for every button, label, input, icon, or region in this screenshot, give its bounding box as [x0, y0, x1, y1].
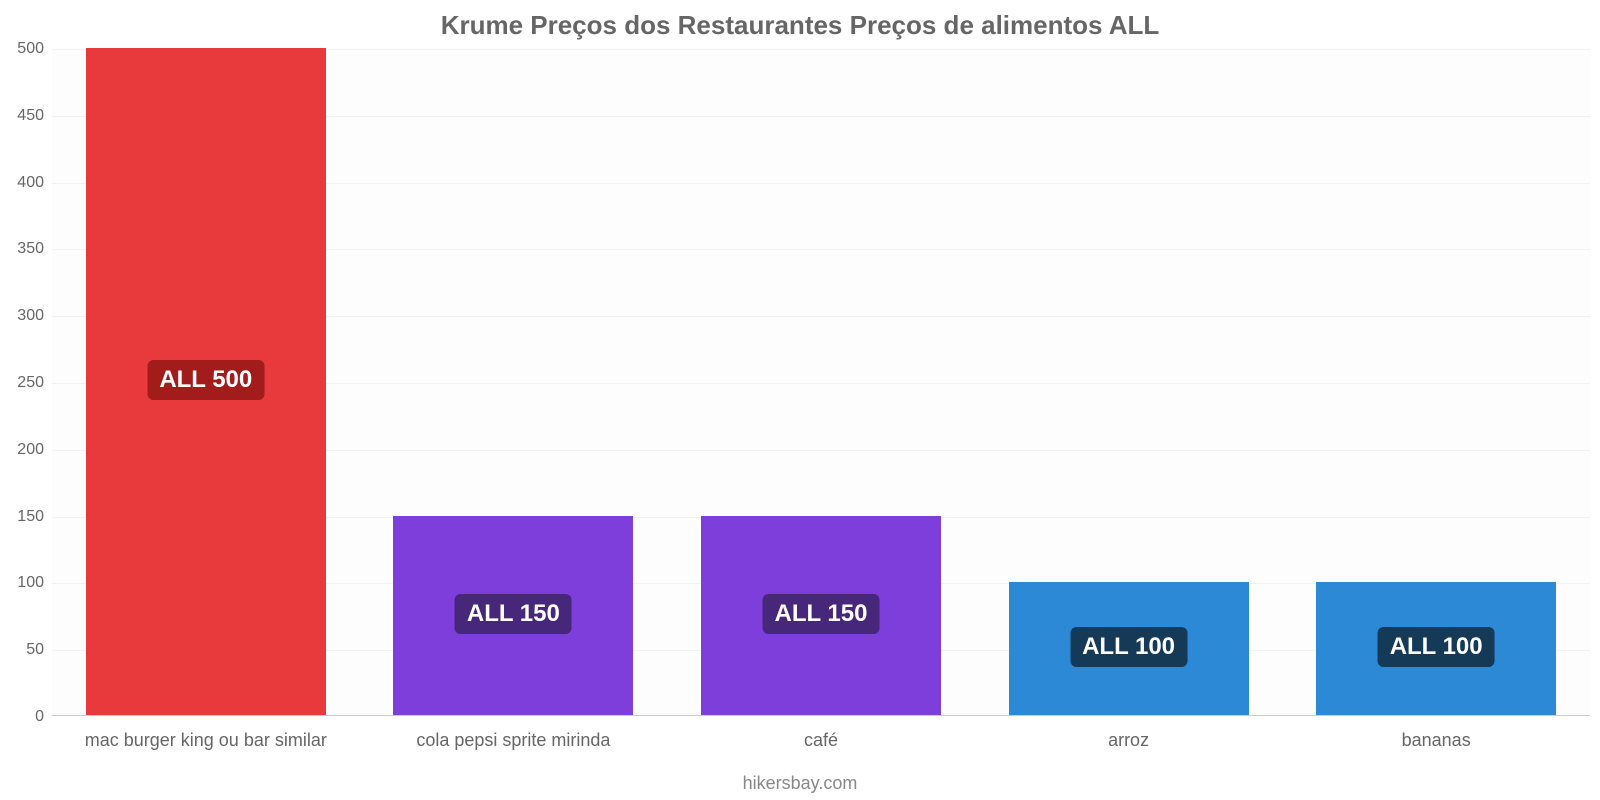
bar-slot: ALL 500: [52, 49, 360, 716]
bar-slot: ALL 150: [667, 49, 975, 716]
bars-row: ALL 500 ALL 150 ALL 150 ALL 100 ALL 100: [52, 49, 1590, 716]
x-axis-label: bananas: [1282, 716, 1590, 751]
chart-title: Krume Preços dos Restaurantes Preços de …: [0, 0, 1600, 41]
x-axis: mac burger king ou bar similarcola pepsi…: [52, 716, 1590, 751]
bar: ALL 500: [86, 48, 326, 716]
bar-slot: ALL 100: [975, 49, 1283, 716]
y-tick-label: 150: [17, 508, 44, 526]
price-bar-chart: Krume Preços dos Restaurantes Preços de …: [0, 0, 1600, 800]
y-tick-label: 350: [17, 240, 44, 258]
y-tick-label: 0: [35, 708, 44, 726]
y-tick-label: 200: [17, 441, 44, 459]
bar: ALL 100: [1009, 582, 1249, 716]
y-tick-label: 250: [17, 374, 44, 392]
bar-value-badge: ALL 100: [1378, 627, 1495, 667]
y-tick-label: 400: [17, 174, 44, 192]
y-tick-label: 500: [17, 40, 44, 58]
bar-slot: ALL 150: [360, 49, 668, 716]
x-axis-label: mac burger king ou bar similar: [52, 716, 360, 751]
x-axis-label: café: [667, 716, 975, 751]
bar-slot: ALL 100: [1282, 49, 1590, 716]
plot-area: ALL 500ALL 150ALL 150ALL 100ALL 100 0501…: [52, 48, 1590, 716]
x-axis-label: cola pepsi sprite mirinda: [360, 716, 668, 751]
y-tick-label: 450: [17, 107, 44, 125]
y-tick-label: 100: [17, 574, 44, 592]
bar-value-badge: ALL 100: [1070, 627, 1187, 667]
bar: ALL 150: [393, 516, 633, 716]
bar-value-badge: ALL 150: [455, 594, 572, 634]
bar-value-badge: ALL 500: [147, 360, 264, 400]
chart-caption: hikersbay.com: [0, 773, 1600, 794]
y-tick-label: 300: [17, 307, 44, 325]
bar-value-badge: ALL 150: [763, 594, 880, 634]
y-tick-label: 50: [26, 641, 44, 659]
bar: ALL 100: [1316, 582, 1556, 716]
bar: ALL 150: [701, 516, 941, 716]
x-axis-label: arroz: [975, 716, 1283, 751]
